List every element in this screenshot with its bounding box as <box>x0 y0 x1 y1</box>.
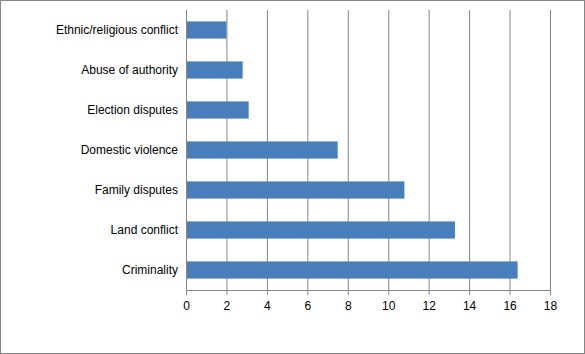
x-tick: 6 <box>304 290 311 313</box>
y-axis: Ethnic/religious conflict Abuse of author… <box>56 11 187 291</box>
x-tick-label: 8 <box>345 299 352 313</box>
bar <box>186 21 226 38</box>
x-tick-mark <box>550 290 551 295</box>
x-tick-label: 0 <box>183 299 190 313</box>
x-tick: 0 <box>183 290 190 313</box>
y-tick-label: Ethnic/religious conflict <box>56 23 179 37</box>
y-tick-label: Domestic violence <box>81 143 179 157</box>
bar <box>186 61 243 78</box>
grid-line <box>469 10 470 290</box>
x-tick-label: 12 <box>422 299 436 313</box>
x-tick: 16 <box>503 290 517 313</box>
chart: 0 2 4 6 8 10 12 14 16 18 Ethnic/religious conflict… <box>0 0 585 354</box>
y-tick: Criminality <box>122 263 178 277</box>
x-tick-label: 6 <box>304 299 311 313</box>
x-tick-mark <box>226 290 227 295</box>
bar <box>186 101 249 118</box>
grid-line <box>550 10 551 290</box>
x-tick: 4 <box>264 290 271 313</box>
x-tick-mark <box>307 290 308 295</box>
y-tick: Family disputes <box>95 183 178 197</box>
y-axis-line <box>186 11 187 291</box>
grid-line <box>186 10 187 290</box>
grid-line <box>429 10 430 290</box>
grid-line <box>510 10 511 290</box>
y-tick: Abuse of authority <box>81 63 178 77</box>
x-tick-label: 2 <box>224 299 231 313</box>
bar <box>186 261 518 278</box>
y-tick-label: Election disputes <box>87 103 178 117</box>
plot: 0 2 4 6 8 10 12 14 16 18 Ethnic/religious conflict… <box>56 10 558 313</box>
grid-line <box>348 10 349 290</box>
x-tick-label: 10 <box>382 299 396 313</box>
x-tick: 8 <box>345 290 352 313</box>
x-tick-mark <box>186 290 187 295</box>
y-tick-label: Land conflict <box>111 223 179 237</box>
bar <box>186 221 455 238</box>
x-tick: 18 <box>544 290 558 313</box>
x-tick-mark <box>348 290 349 295</box>
y-tick: Election disputes <box>87 103 178 117</box>
x-tick-label: 4 <box>264 299 271 313</box>
y-tick-label: Family disputes <box>95 183 178 197</box>
x-tick: 12 <box>422 290 436 313</box>
bar <box>186 141 338 158</box>
x-tick: 2 <box>224 290 231 313</box>
y-tick: Ethnic/religious conflict <box>56 23 179 37</box>
x-tick: 10 <box>382 290 396 313</box>
bars <box>186 21 518 278</box>
x-axis-line <box>187 290 551 291</box>
x-tick-mark <box>510 290 511 295</box>
grid-line <box>388 10 389 290</box>
y-tick: Land conflict <box>111 223 179 237</box>
x-tick-label: 16 <box>503 299 517 313</box>
x-tick-label: 18 <box>544 299 558 313</box>
x-tick-label: 14 <box>463 299 477 313</box>
x-tick-mark <box>388 290 389 295</box>
grid <box>187 10 551 290</box>
x-tick-mark <box>267 290 268 295</box>
chart-frame <box>1 1 585 354</box>
y-tick: Domestic violence <box>81 143 179 157</box>
y-tick-label: Criminality <box>122 263 178 277</box>
x-tick-mark <box>469 290 470 295</box>
x-tick-mark <box>429 290 430 295</box>
x-tick: 14 <box>463 290 477 313</box>
bar <box>186 181 404 198</box>
x-axis: 0 2 4 6 8 10 12 14 16 18 <box>183 290 557 313</box>
y-tick-label: Abuse of authority <box>81 63 178 77</box>
